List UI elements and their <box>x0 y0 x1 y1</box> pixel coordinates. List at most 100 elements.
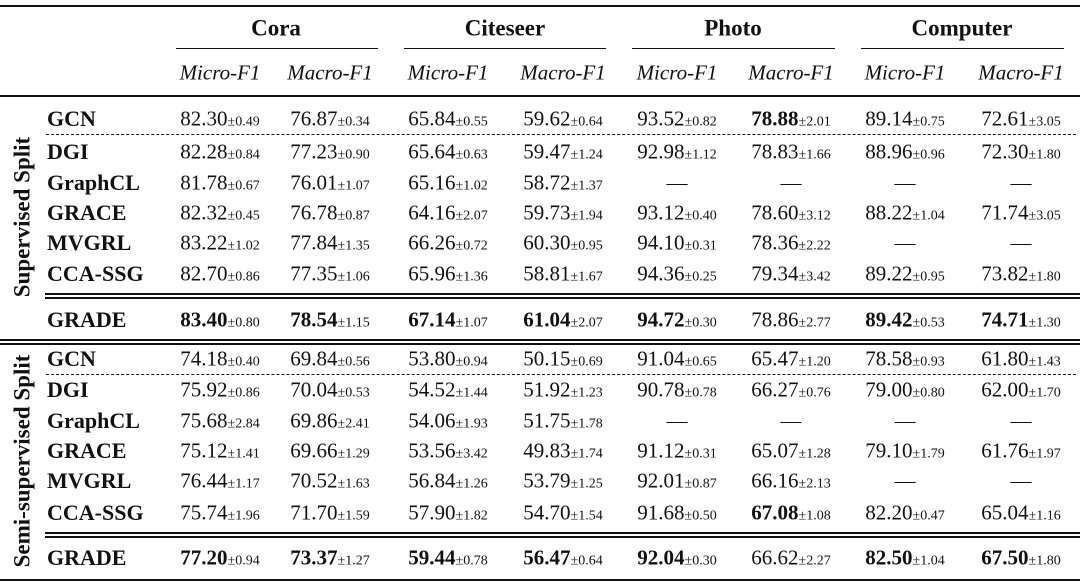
table-cell: 78.54±1.15 <box>273 309 387 331</box>
bottom-rule <box>0 579 1080 581</box>
cell-std: ±0.67 <box>227 178 260 194</box>
cell-std: ±1.96 <box>227 508 260 524</box>
cell-value: 59.47 <box>523 139 571 164</box>
cell-value: 51.75 <box>523 408 571 433</box>
cell-value: 67.08 <box>751 500 799 525</box>
cell-value: 58.72 <box>523 170 571 195</box>
table-cell: 89.42±0.53 <box>848 307 962 332</box>
table-cell: 92.01±0.87 <box>620 468 734 493</box>
cell-std: ±0.40 <box>684 208 717 224</box>
cell-std: ±0.64 <box>570 553 603 569</box>
group-divider-rule <box>0 339 1080 341</box>
cell-std: ±1.02 <box>455 178 488 194</box>
cell-value: 81.78 <box>180 170 228 195</box>
cell-std: ±1.27 <box>337 553 370 569</box>
table-cell: 82.28±0.84 <box>163 139 277 164</box>
cell-value: 83.40 <box>180 307 228 332</box>
cell-std: ±0.49 <box>227 114 260 130</box>
cell-value: 82.50 <box>865 545 913 570</box>
table-cell: 59.47±1.24 <box>506 139 620 164</box>
cell-std: ±0.87 <box>337 208 370 224</box>
cell-std: ±1.67 <box>570 269 603 285</box>
cell-std: ±3.05 <box>1028 208 1061 224</box>
table-cell: 76.01±1.07 <box>273 172 387 194</box>
cell-value: 58.81 <box>523 261 571 286</box>
table-cell: — <box>848 172 962 194</box>
cell-value: 91.68 <box>637 500 685 525</box>
table-cell: 79.34±3.42 <box>734 263 848 285</box>
cell-std: ±0.40 <box>227 354 260 370</box>
table-cell: 76.44±1.17 <box>163 468 277 493</box>
table-cell: 56.84±1.26 <box>391 470 505 492</box>
table-cell: 69.66±1.29 <box>273 440 387 462</box>
cell-value: 83.22 <box>180 230 228 255</box>
cell-value: 89.42 <box>865 307 913 332</box>
cell-std: ±0.53 <box>912 315 945 331</box>
table-cell: 69.84±0.56 <box>273 346 387 371</box>
metric-header-macro-f1: Macro-F1 <box>978 60 1064 85</box>
method-label-graphcl: GraphCL <box>47 408 140 433</box>
cell-std: ±0.95 <box>570 238 603 254</box>
cell-std: ±0.96 <box>912 147 945 163</box>
cell-value: 82.28 <box>180 139 228 164</box>
table-cell: 78.58±0.93 <box>848 348 962 370</box>
cell-value: — <box>666 170 688 195</box>
cell-std: ±0.75 <box>912 114 945 130</box>
cell-std: ±1.07 <box>455 315 488 331</box>
table-cell: 57.90±1.82 <box>391 502 505 524</box>
table-cell: 66.16±2.13 <box>734 470 848 492</box>
table-cell: 83.40±0.80 <box>163 307 277 332</box>
metric-header-micro-f1: Micro-F1 <box>407 60 489 85</box>
table-cell: 89.22±0.95 <box>848 263 962 285</box>
cell-std: ±2.22 <box>798 238 831 254</box>
method-label-mvgrl: MVGRL <box>47 230 132 255</box>
cell-value: 74.71 <box>981 307 1029 332</box>
cell-std: ±1.04 <box>912 553 945 569</box>
cell-std: ±0.94 <box>227 553 260 569</box>
cell-std: ±1.97 <box>1028 446 1061 462</box>
cell-value: 71.70 <box>290 500 338 525</box>
cell-value: 82.30 <box>180 106 228 131</box>
method-label-grace: GRACE <box>47 200 127 225</box>
table-cell: — <box>734 172 848 194</box>
cell-value: 69.84 <box>290 346 338 371</box>
cell-std: ±0.82 <box>684 114 717 130</box>
metric-header-macro-f1: Macro-F1 <box>748 60 834 85</box>
table-cell: 92.98±1.12 <box>620 141 734 163</box>
method-label-graphcl: GraphCL <box>47 170 140 195</box>
cell-value: 76.44 <box>180 468 228 493</box>
cell-std: ±0.90 <box>337 147 370 163</box>
table-cell: 83.22±1.02 <box>163 230 277 255</box>
cell-value: 92.01 <box>637 468 685 493</box>
cell-std: ±0.30 <box>684 315 717 331</box>
cell-std: ±2.13 <box>798 476 831 492</box>
method-label-dgi: DGI <box>47 139 89 164</box>
cell-std: ±1.80 <box>1028 553 1061 569</box>
table-cell: 59.62±0.64 <box>506 108 620 130</box>
cell-value: — <box>1010 468 1032 493</box>
cell-std: ±3.42 <box>798 269 831 285</box>
cell-value: — <box>1010 170 1032 195</box>
table-cell: 65.07±1.28 <box>734 440 848 462</box>
cell-std: ±1.66 <box>798 147 831 163</box>
dataset-header-citeseer: Citeseer <box>464 15 546 41</box>
table-cell: — <box>620 410 734 432</box>
top-rule <box>0 5 1080 7</box>
table-cell: 67.50±1.80 <box>964 547 1078 569</box>
table-cell: 65.16±1.02 <box>391 172 505 194</box>
cell-std: ±0.86 <box>227 385 260 401</box>
dataset-underline-cora <box>176 48 378 49</box>
cell-value: — <box>1010 230 1032 255</box>
table-cell: — <box>734 410 848 432</box>
cell-value: 78.88 <box>751 106 799 131</box>
table-cell: 93.52±0.82 <box>620 108 734 130</box>
table-cell: 65.04±1.16 <box>964 502 1078 524</box>
table-cell: 61.76±1.97 <box>964 440 1078 462</box>
cell-std: ±1.35 <box>337 238 370 254</box>
cell-std: ±1.02 <box>227 238 260 254</box>
table-cell: 76.87±0.34 <box>273 108 387 130</box>
cell-std: ±1.12 <box>684 147 717 163</box>
method-label-cca-ssg: CCA-SSG <box>47 261 144 286</box>
table-cell: 78.83±1.66 <box>734 141 848 163</box>
